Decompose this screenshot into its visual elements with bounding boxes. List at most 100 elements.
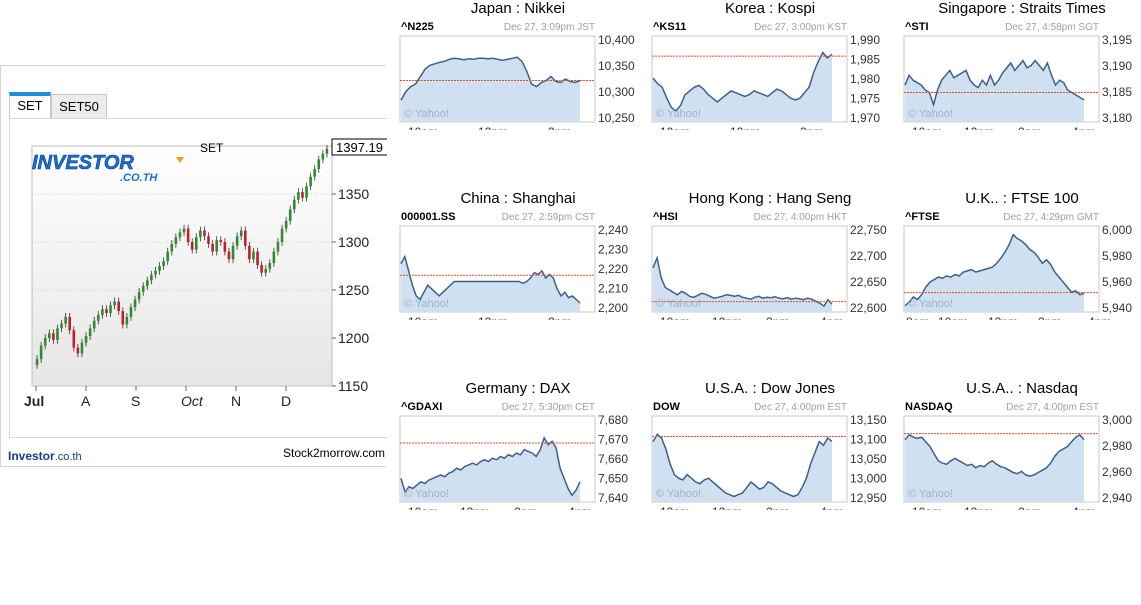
x-tick-label: 8am [906,315,929,320]
x-tick-label: 4pm [568,505,591,510]
set-candle [137,291,141,300]
x-tick-label: 12pm [712,505,742,510]
price-line [904,433,1085,477]
set-candle [182,228,186,233]
mini-chart-svg: 000001.SS Dec 27, 2:59pm CST © Yahoo! 2,240… [399,211,628,320]
title-separator: : [764,0,778,17]
set-candle [325,148,329,154]
set-candle [76,347,80,354]
set-candle [305,186,308,198]
y-tick-label: 10,250 [598,111,635,125]
set-candle [231,245,235,260]
title-separator: : [763,190,777,207]
mini-chart-ks11[interactable]: Korea : Kospi ^KS11 Dec 27, 3:00pm KST © Ya… [650,0,890,130]
set-candle [133,299,137,308]
set-candle [174,237,178,244]
x-tick-label: 10am [660,505,690,510]
x-tick-label: 2pm [800,125,823,130]
y-tick-label: 13,150 [850,413,887,427]
mini-chart-nasdaq[interactable]: U.S.A.. : Nasdaq NASDAQ Dec 27, 4:00pm EST… [902,380,1141,510]
set-candle [154,270,157,275]
set-y-tick-label: 1200 [338,330,369,346]
footer-stock2morrow-link[interactable]: Stock2morrow.com [283,446,386,460]
price-line [400,56,581,101]
x-tick-label: 12pm [964,125,994,130]
y-tick-label: 7,660 [598,452,628,466]
mini-chart-svg: ^N225 Dec 27, 3:09pm JST © Yahoo! 10,400 10,… [399,21,635,130]
title-separator: : [998,190,1012,207]
x-tick-label: 4pm [820,315,843,320]
y-tick-label: 7,640 [598,491,628,505]
y-tick-label: 10,350 [598,59,635,73]
title-separator: : [1013,380,1027,397]
set-candle [252,251,255,260]
mini-chart-gdaxi[interactable]: Germany : DAX ^GDAXI Dec 27, 5:30pm CET © Y… [398,380,638,510]
mini-chart-n225[interactable]: Japan : Nikkei ^N225 Dec 27, 3:09pm JST © Y… [398,0,638,130]
y-tick-label: 1,990 [850,33,880,47]
set-candle [64,316,67,324]
mini-chart-000001ss[interactable]: China : Shanghai 000001.SS Dec 27, 2:59pm … [398,190,638,320]
tab-set[interactable]: SET [9,92,51,118]
region-label: Singapore [938,0,1007,17]
title-separator: : [1006,0,1020,17]
index-label: Shanghai [512,190,576,207]
x-tick-label: 2pm [766,505,789,510]
set-candle [235,236,239,246]
set-candle [52,333,55,340]
y-tick-label: 1,985 [850,53,880,67]
set-candle [178,232,182,238]
tab-set50[interactable]: SET50 [51,94,107,118]
logo-text: INVESTOR [32,152,134,174]
set-index-widget: SET SET50 INVESTOR .CO.TH SET 1150 1200 12… [0,65,387,467]
timestamp-label: Dec 27, 2:59pm CST [502,212,595,223]
mini-chart-sti[interactable]: Singapore : Straits Times ^STI Dec 27, 4:5… [902,0,1141,130]
y-tick-label: 10,300 [598,85,635,99]
mini-chart-ftse[interactable]: U.K.. : FTSE 100 ^FTSE Dec 27, 4:29pm GMT ©… [902,190,1141,320]
set-candle [260,265,263,273]
mini-chart-hsi[interactable]: Hong Kong : Hang Seng ^HSI Dec 27, 4:00pm … [650,190,890,320]
set-y-tick-label: 1150 [338,378,368,394]
set-candle [113,301,116,306]
index-label: Dow Jones [760,380,836,397]
mini-chart-dow[interactable]: U.S.A. : Dow Jones DOW Dec 27, 4:00pm EST ©… [650,380,890,510]
y-tick-label: 2,220 [598,262,628,276]
ticker-label: ^GDAXI [401,401,442,413]
footer-investor-link[interactable]: Investor.co.th [8,449,82,463]
set-candle [35,359,39,365]
set-candle [276,242,280,252]
timestamp-label: Dec 27, 4:00pm EST [754,402,847,413]
y-tick-label: 1,975 [850,92,880,106]
y-tick-label: 10,400 [598,33,635,47]
timestamp-label: Dec 27, 4:58pm SGT [1005,22,1099,33]
y-tick-label: 3,190 [1102,59,1132,73]
x-tick-label: 10am [660,315,690,320]
set-candle [47,333,51,338]
x-tick-label: 10am [408,315,438,320]
price-area [653,434,832,502]
set-candle [297,192,300,200]
index-label: Kospi [777,0,816,17]
price-line [652,255,833,308]
set-candle [207,236,210,244]
set-candle [215,240,219,252]
set-candle [219,240,223,242]
x-tick-label: 4pm [1072,505,1095,510]
timestamp-label: Dec 27, 4:00pm HKT [754,212,847,223]
x-tick-label: 10am [660,125,690,130]
y-tick-label: 2,940 [1102,491,1132,505]
timestamp-label: Dec 27, 4:00pm EST [1006,402,1099,413]
region-label: U.K.. [965,190,999,207]
y-tick-label: 5,940 [1102,301,1132,315]
yahoo-watermark: © Yahoo! [656,108,701,120]
mini-chart-title: U.S.A.. : Nasdaq [902,380,1141,398]
x-tick-label: 2pm [548,315,571,320]
region-label: Germany [465,380,528,397]
price-area [401,57,580,123]
set-candle [166,251,170,262]
set-candle [243,230,247,246]
set-x-tick-label: A [81,393,91,409]
mini-chart-svg: ^KS11 Dec 27, 3:00pm KST © Yahoo! 1,990 1,98… [651,21,880,130]
footer-brand: Investor [8,449,55,463]
x-tick-label: 10am [912,125,942,130]
y-tick-label: 3,180 [1102,111,1132,125]
